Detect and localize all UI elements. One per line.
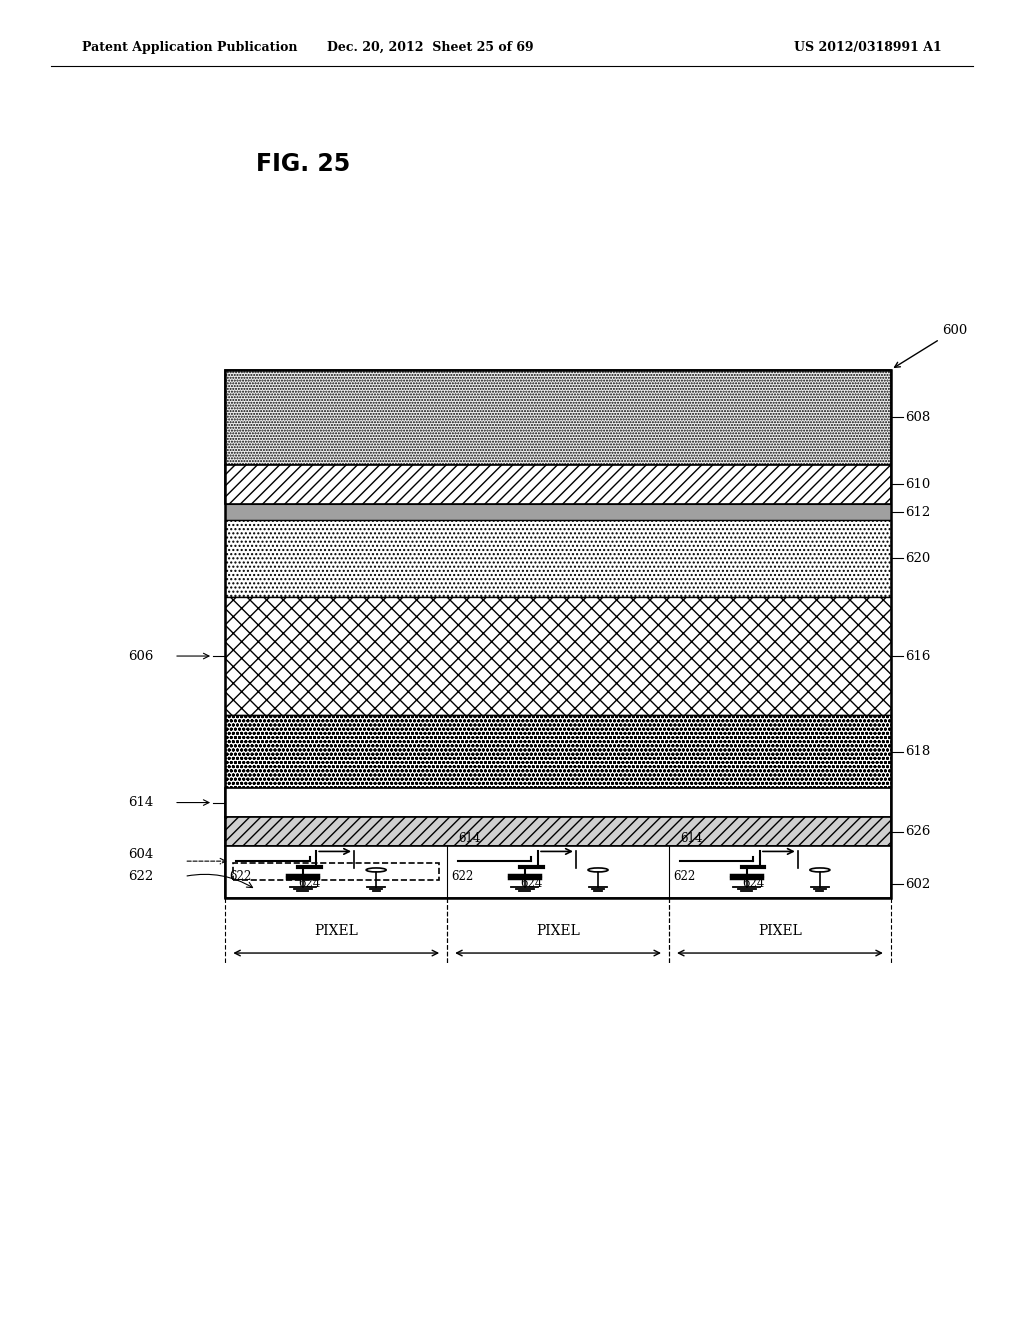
Text: 624: 624 bbox=[742, 878, 765, 890]
Ellipse shape bbox=[588, 869, 608, 873]
Text: 614: 614 bbox=[128, 796, 154, 809]
Text: Patent Application Publication: Patent Application Publication bbox=[82, 41, 297, 54]
Bar bbox=[225, 597, 891, 715]
Text: Dec. 20, 2012  Sheet 25 of 69: Dec. 20, 2012 Sheet 25 of 69 bbox=[327, 41, 534, 54]
Text: 600: 600 bbox=[895, 323, 968, 367]
Bar bbox=[225, 370, 891, 898]
Text: 622: 622 bbox=[452, 870, 474, 883]
Text: 622: 622 bbox=[674, 870, 695, 883]
Bar bbox=[225, 520, 891, 597]
Text: FIG. 25: FIG. 25 bbox=[256, 152, 350, 176]
Text: 620: 620 bbox=[905, 552, 931, 565]
Bar bbox=[225, 465, 891, 504]
Text: US 2012/0318991 A1: US 2012/0318991 A1 bbox=[795, 41, 942, 54]
Bar bbox=[225, 846, 891, 898]
Text: 622: 622 bbox=[128, 870, 154, 883]
Text: 606: 606 bbox=[128, 649, 154, 663]
Text: 616: 616 bbox=[905, 649, 931, 663]
Text: 618: 618 bbox=[905, 746, 931, 758]
Text: 608: 608 bbox=[905, 411, 931, 424]
Text: 614: 614 bbox=[459, 833, 480, 845]
Text: 622: 622 bbox=[229, 870, 252, 883]
Text: PIXEL: PIXEL bbox=[537, 924, 580, 937]
Bar bbox=[225, 788, 891, 817]
Text: 626: 626 bbox=[905, 825, 931, 838]
Text: 602: 602 bbox=[905, 878, 931, 891]
Text: 624: 624 bbox=[299, 878, 321, 890]
Text: PIXEL: PIXEL bbox=[758, 924, 802, 937]
Text: PIXEL: PIXEL bbox=[314, 924, 358, 937]
Text: 604: 604 bbox=[128, 847, 154, 861]
Ellipse shape bbox=[810, 869, 829, 873]
Bar bbox=[225, 504, 891, 520]
Text: 624: 624 bbox=[520, 878, 543, 890]
Bar bbox=[225, 817, 891, 846]
Text: 610: 610 bbox=[905, 478, 931, 491]
Text: 614: 614 bbox=[680, 833, 702, 845]
Text: 612: 612 bbox=[905, 506, 931, 519]
Bar bbox=[233, 863, 439, 880]
Ellipse shape bbox=[367, 869, 386, 873]
Bar bbox=[225, 715, 891, 788]
Bar bbox=[225, 370, 891, 465]
